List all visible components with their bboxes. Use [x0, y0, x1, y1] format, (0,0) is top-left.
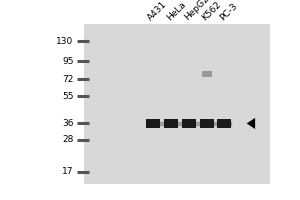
- Text: 95: 95: [62, 57, 74, 66]
- Text: 72: 72: [62, 75, 74, 84]
- Text: A431: A431: [146, 0, 169, 22]
- Text: 130: 130: [56, 37, 74, 46]
- Text: 36: 36: [62, 119, 74, 128]
- Text: 28: 28: [62, 135, 74, 144]
- Bar: [202, 71, 212, 77]
- Text: 55: 55: [62, 92, 74, 101]
- Bar: [218, 119, 232, 128]
- Polygon shape: [247, 118, 255, 129]
- Bar: [146, 119, 160, 128]
- Text: PC-3: PC-3: [218, 1, 239, 22]
- Text: HeLa: HeLa: [165, 0, 188, 22]
- Text: K562: K562: [200, 0, 223, 22]
- Bar: [164, 119, 178, 128]
- Text: HepG2: HepG2: [183, 0, 211, 22]
- Text: 17: 17: [62, 167, 74, 176]
- Bar: [182, 119, 196, 128]
- Bar: [200, 119, 214, 128]
